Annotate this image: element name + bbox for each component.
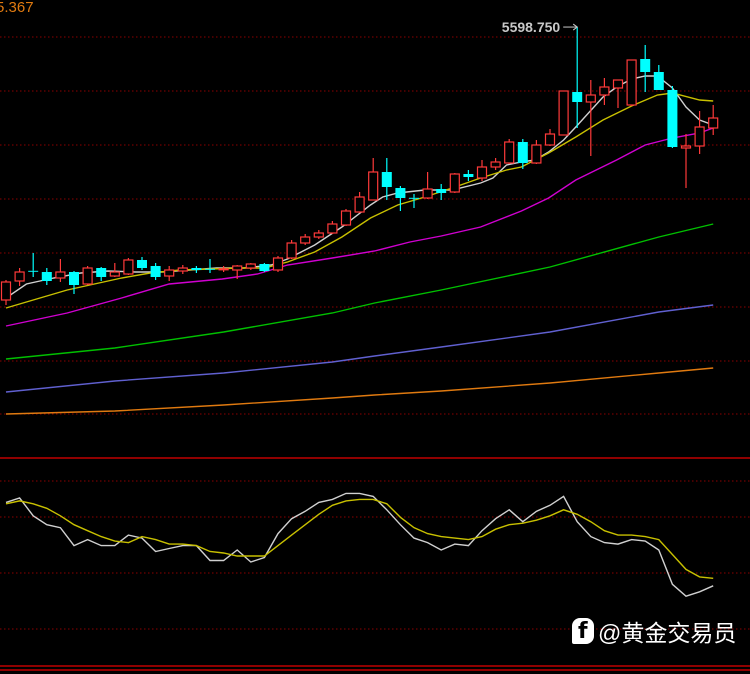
candle-body-down — [259, 264, 270, 271]
candle-body-down — [41, 272, 52, 281]
candle-body-up — [368, 171, 379, 201]
watermark: f @黄金交易员 — [572, 614, 736, 648]
high-price-label: 5598.750 — [502, 19, 561, 35]
candle-body-down — [205, 268, 215, 270]
candle-body-down — [96, 268, 107, 277]
candle-body-down — [395, 188, 406, 198]
moving-average-line — [5, 304, 714, 393]
candle-body-up — [449, 173, 460, 193]
candle-body-up — [694, 126, 705, 147]
candle-body-down — [463, 174, 474, 177]
moving-average-line — [5, 92, 714, 309]
candle-body-up — [177, 267, 188, 272]
candle-body-up — [14, 271, 25, 282]
candle-body-up — [0, 281, 12, 301]
candle-body-up — [300, 236, 311, 244]
candle-body-down — [69, 272, 79, 285]
social-logo-icon: f — [572, 618, 594, 644]
candle-body-down — [381, 172, 392, 187]
oscillator-line — [5, 498, 714, 579]
candle-body-up — [599, 86, 610, 96]
candle-body-up — [558, 90, 569, 136]
candle-body-down — [653, 72, 664, 90]
candle-body-up — [232, 265, 243, 271]
candle-body-down — [191, 268, 202, 270]
moving-average-line — [5, 75, 714, 299]
candle-body-down — [667, 90, 678, 147]
candle-body-down — [28, 270, 39, 272]
candle-body-up — [422, 188, 433, 199]
candle-body-up — [708, 117, 719, 129]
candle-body-down — [640, 59, 651, 72]
candle-body-up — [109, 271, 120, 277]
candle-body-up — [340, 210, 352, 226]
candle-body-up — [55, 271, 66, 279]
moving-average-line — [5, 127, 714, 327]
candle-body-up — [164, 269, 175, 277]
candle-body-up — [286, 242, 297, 259]
candle-body-up — [504, 141, 515, 164]
candle-body-down — [150, 266, 161, 277]
candle-body-up — [313, 232, 324, 238]
candle-body-up — [327, 223, 338, 234]
watermark-text: @黄金交易员 — [598, 620, 737, 646]
moving-average-line — [5, 367, 714, 415]
candle-body-up — [354, 196, 365, 213]
candle-body-up — [490, 161, 501, 168]
candle-body-up — [612, 79, 624, 89]
candle-body-up — [272, 257, 284, 271]
candle-body-up — [476, 166, 488, 179]
candle-body-up — [245, 263, 256, 269]
candle-body-up — [123, 259, 134, 275]
arrow-head-icon — [572, 23, 579, 31]
candle-body-down — [572, 92, 583, 102]
candle-body-up — [585, 94, 596, 103]
candle-body-up — [531, 144, 542, 164]
candle-body-up — [82, 267, 93, 285]
candle-body-up — [544, 133, 556, 146]
moving-average-line — [5, 223, 714, 360]
candle-body-down — [436, 189, 447, 193]
candle-body-up — [218, 268, 229, 271]
candle-body-down — [137, 260, 147, 268]
candle-body-up — [626, 59, 637, 106]
candle-body-down — [409, 197, 419, 199]
candle-body-up — [680, 145, 692, 149]
price-readout: 5.367 — [0, 0, 34, 16]
oscillator-line — [5, 492, 714, 597]
candle-body-down — [517, 142, 528, 163]
